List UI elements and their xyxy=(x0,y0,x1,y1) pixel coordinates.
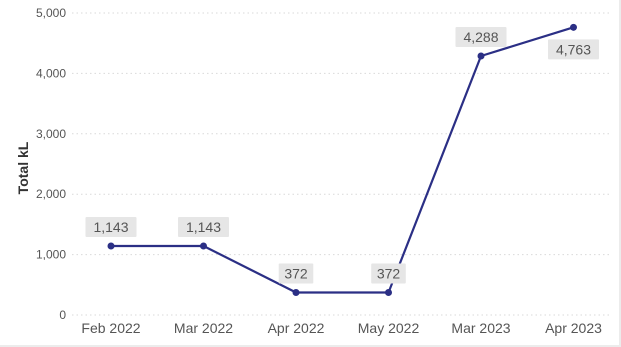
data-label-background xyxy=(371,263,406,284)
data-label: 4,288 xyxy=(455,27,507,48)
data-label-background xyxy=(455,27,507,48)
y-tick-label: 1,000 xyxy=(36,248,66,262)
x-tick-label: Feb 2022 xyxy=(81,320,140,336)
data-label: 372 xyxy=(278,263,314,284)
data-labels: 1,143 1,143 372 372 4,288 4,763 xyxy=(85,27,599,284)
data-label-background xyxy=(178,216,229,237)
data-label: 1,143 xyxy=(178,216,229,237)
x-tick-label: Mar 2022 xyxy=(174,320,233,336)
data-label-text: 372 xyxy=(377,266,401,282)
y-tick-label: 5,000 xyxy=(36,6,66,20)
data-point[interactable] xyxy=(292,289,300,297)
data-label-text: 1,143 xyxy=(93,219,128,235)
data-label-text: 1,143 xyxy=(186,219,221,235)
data-point[interactable] xyxy=(385,289,392,297)
data-label: 372 xyxy=(371,263,406,284)
data-label-text: 4,763 xyxy=(556,41,591,57)
data-label-background xyxy=(548,39,599,60)
data-point[interactable] xyxy=(570,23,577,31)
y-tick-label: 0 xyxy=(59,308,66,322)
data-label-text: 372 xyxy=(284,266,308,282)
series-line xyxy=(111,26,574,294)
x-tick-label: Mar 2023 xyxy=(451,320,510,336)
x-tick-label: May 2022 xyxy=(358,320,420,336)
data-label: 4,763 xyxy=(548,39,599,60)
data-label-text: 4,288 xyxy=(463,29,498,45)
series-total-kl xyxy=(107,23,577,297)
data-point[interactable] xyxy=(477,52,485,60)
x-tick-label: Apr 2022 xyxy=(268,320,325,336)
y-axis: 0 1,000 2,000 3,000 4,000 5,000 xyxy=(36,6,66,322)
y-axis-title: Total kL xyxy=(15,141,31,194)
data-point[interactable] xyxy=(107,242,115,250)
data-label-background xyxy=(85,216,137,237)
x-axis: Feb 2022 Mar 2022 Apr 2022 May 2022 Mar 2023… xyxy=(81,320,602,336)
y-tick-label: 3,000 xyxy=(36,127,66,141)
y-tick-label: 4,000 xyxy=(36,66,66,80)
y-tick-label: 2,000 xyxy=(36,187,66,201)
x-tick-label: Apr 2023 xyxy=(545,320,602,336)
data-label: 1,143 xyxy=(85,216,137,237)
data-label-background xyxy=(278,263,314,284)
gridlines xyxy=(72,12,612,316)
data-point[interactable] xyxy=(200,242,207,250)
